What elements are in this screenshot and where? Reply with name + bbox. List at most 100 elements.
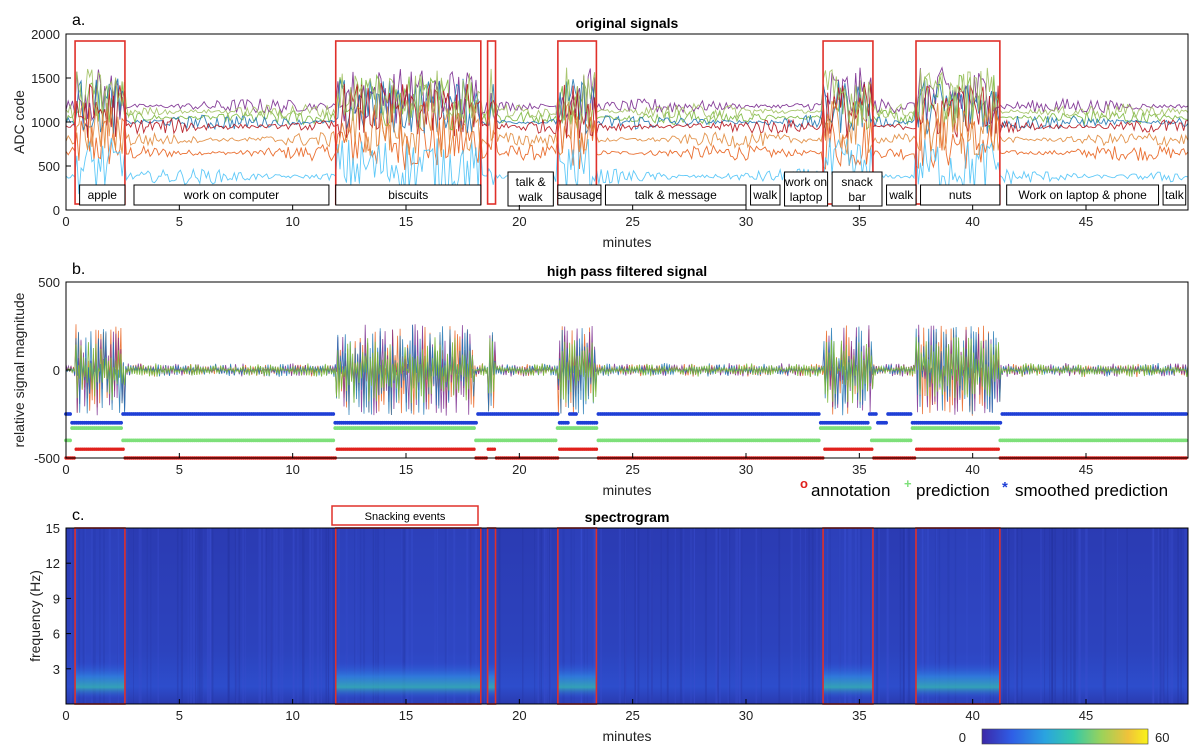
x-tick-label: 45 [1079, 708, 1093, 723]
y-tick-label: 3 [53, 662, 60, 677]
snacking-events-label-box [331, 505, 479, 526]
spectrogram-background [66, 528, 1188, 704]
x-tick-label: 10 [285, 214, 299, 229]
prediction-point [331, 438, 336, 443]
panel-c-title: spectrogram [585, 509, 670, 525]
legend-prediction-marker: + [904, 476, 912, 491]
snacking-events-label: Snacking events [365, 511, 446, 523]
activity-label: snack [841, 175, 873, 189]
chewing-energy-band [487, 661, 496, 699]
activity-label: talk & [516, 175, 546, 189]
activity-box [507, 171, 554, 207]
smoothed-prediction-point [865, 420, 870, 425]
panel-a-signals [65, 66, 1189, 195]
colorbar-max: 60 [1155, 730, 1169, 745]
y-tick-label: 2000 [31, 27, 60, 42]
panel-a-x-ticks: 0 5 10 15 20 25 30 35 40 45 [62, 205, 1093, 229]
signal-series-6 [65, 82, 1189, 139]
activity-box [886, 184, 917, 206]
prediction-point [553, 438, 558, 443]
activity-label-line2: laptop [790, 190, 823, 204]
panel-b-prediction-rows [64, 412, 1188, 460]
prediction-point [816, 438, 821, 443]
legend-annotation-marker: o [800, 476, 808, 491]
panel-b-legend: o annotation + prediction * smoothed pre… [800, 476, 1168, 500]
activity-box [750, 184, 781, 206]
panel-b-title: high pass filtered signal [547, 263, 707, 279]
prediction-point [472, 426, 476, 430]
activity-label: work on computer [183, 188, 279, 202]
signal-series-2 [65, 73, 1188, 131]
panel-c-label: c. [72, 507, 84, 524]
x-tick-label: 0 [62, 708, 69, 723]
filtered-series-4 [65, 336, 1189, 404]
x-tick-label: 45 [1079, 214, 1093, 229]
smoothed-prediction-point [119, 420, 123, 425]
chewing-energy-band [916, 661, 1000, 699]
panel-a-xlabel: minutes [602, 234, 651, 250]
y-tick-label: 0 [53, 203, 60, 218]
x-tick-label: 5 [176, 214, 183, 229]
smoothed-prediction-point [331, 412, 336, 416]
activity-label: talk [1165, 188, 1185, 202]
activity-box [1162, 184, 1187, 206]
panel-c-x-ticks: 0 5 10 15 20 25 30 35 40 45 [62, 699, 1093, 723]
smoothed-prediction-point [555, 412, 560, 416]
x-tick-label: 35 [852, 708, 866, 723]
x-tick-label: 35 [852, 462, 866, 477]
x-tick-label: 20 [512, 462, 526, 477]
x-tick-label: 0 [62, 214, 69, 229]
x-tick-label: 25 [625, 214, 639, 229]
prediction-point [996, 426, 1001, 430]
activity-box [1006, 184, 1160, 206]
activity-label: walk [752, 188, 778, 202]
activity-box [831, 171, 883, 207]
smoothed-prediction-point [574, 412, 578, 416]
x-tick-label: 20 [512, 708, 526, 723]
x-tick-label: 40 [965, 462, 979, 477]
panel-c-axes-frame [65, 527, 1189, 705]
x-tick-label: 30 [739, 462, 753, 477]
activity-label: sausage [557, 188, 603, 202]
prediction-point [119, 426, 123, 430]
chewing-energy-band [75, 661, 125, 699]
x-tick-label: 5 [176, 708, 183, 723]
activity-box [79, 184, 126, 206]
x-tick-label: 5 [176, 462, 183, 477]
chewing-energy-band [557, 661, 597, 699]
signal-series-5 [65, 138, 1189, 195]
panel-c-y-ticks: 3 6 9 12 15 [46, 521, 71, 677]
chewing-broadband [335, 528, 481, 704]
prediction-point [867, 426, 872, 430]
activity-box [784, 171, 829, 207]
activity-label: apple [88, 188, 118, 202]
panel-b-ylabel: relative signal magnitude [11, 292, 27, 447]
smoothed-prediction-point [816, 412, 821, 416]
y-tick-label: 9 [53, 591, 60, 606]
smoothed-prediction-point [908, 412, 913, 416]
chewing-broadband [916, 528, 1000, 704]
x-tick-label: 25 [625, 462, 639, 477]
chewing-broadband [557, 528, 597, 704]
x-tick-label: 15 [399, 708, 413, 723]
smoothed-prediction-point [68, 412, 72, 416]
smoothed-prediction-point [565, 420, 570, 425]
activity-label: Work on laptop & phone [1018, 188, 1147, 202]
panel-b-y-ticks: -500 0 500 [34, 275, 71, 466]
activity-box [557, 184, 602, 206]
activity-box [133, 184, 330, 206]
panel-c-xlabel: minutes [602, 728, 651, 744]
activity-label: walk [888, 188, 914, 202]
chewing-energy-band [823, 661, 873, 699]
x-tick-label: 15 [399, 214, 413, 229]
x-tick-label: 10 [285, 708, 299, 723]
y-tick-label: 6 [53, 627, 60, 642]
y-tick-label: 15 [46, 521, 60, 536]
x-tick-label: 15 [399, 462, 413, 477]
panel-a-axes-frame [65, 33, 1189, 211]
panel-a-y-ticks: 0 500 1000 1500 2000 [31, 27, 71, 218]
signal-series-3 [65, 66, 1189, 125]
prediction-point [68, 438, 72, 443]
